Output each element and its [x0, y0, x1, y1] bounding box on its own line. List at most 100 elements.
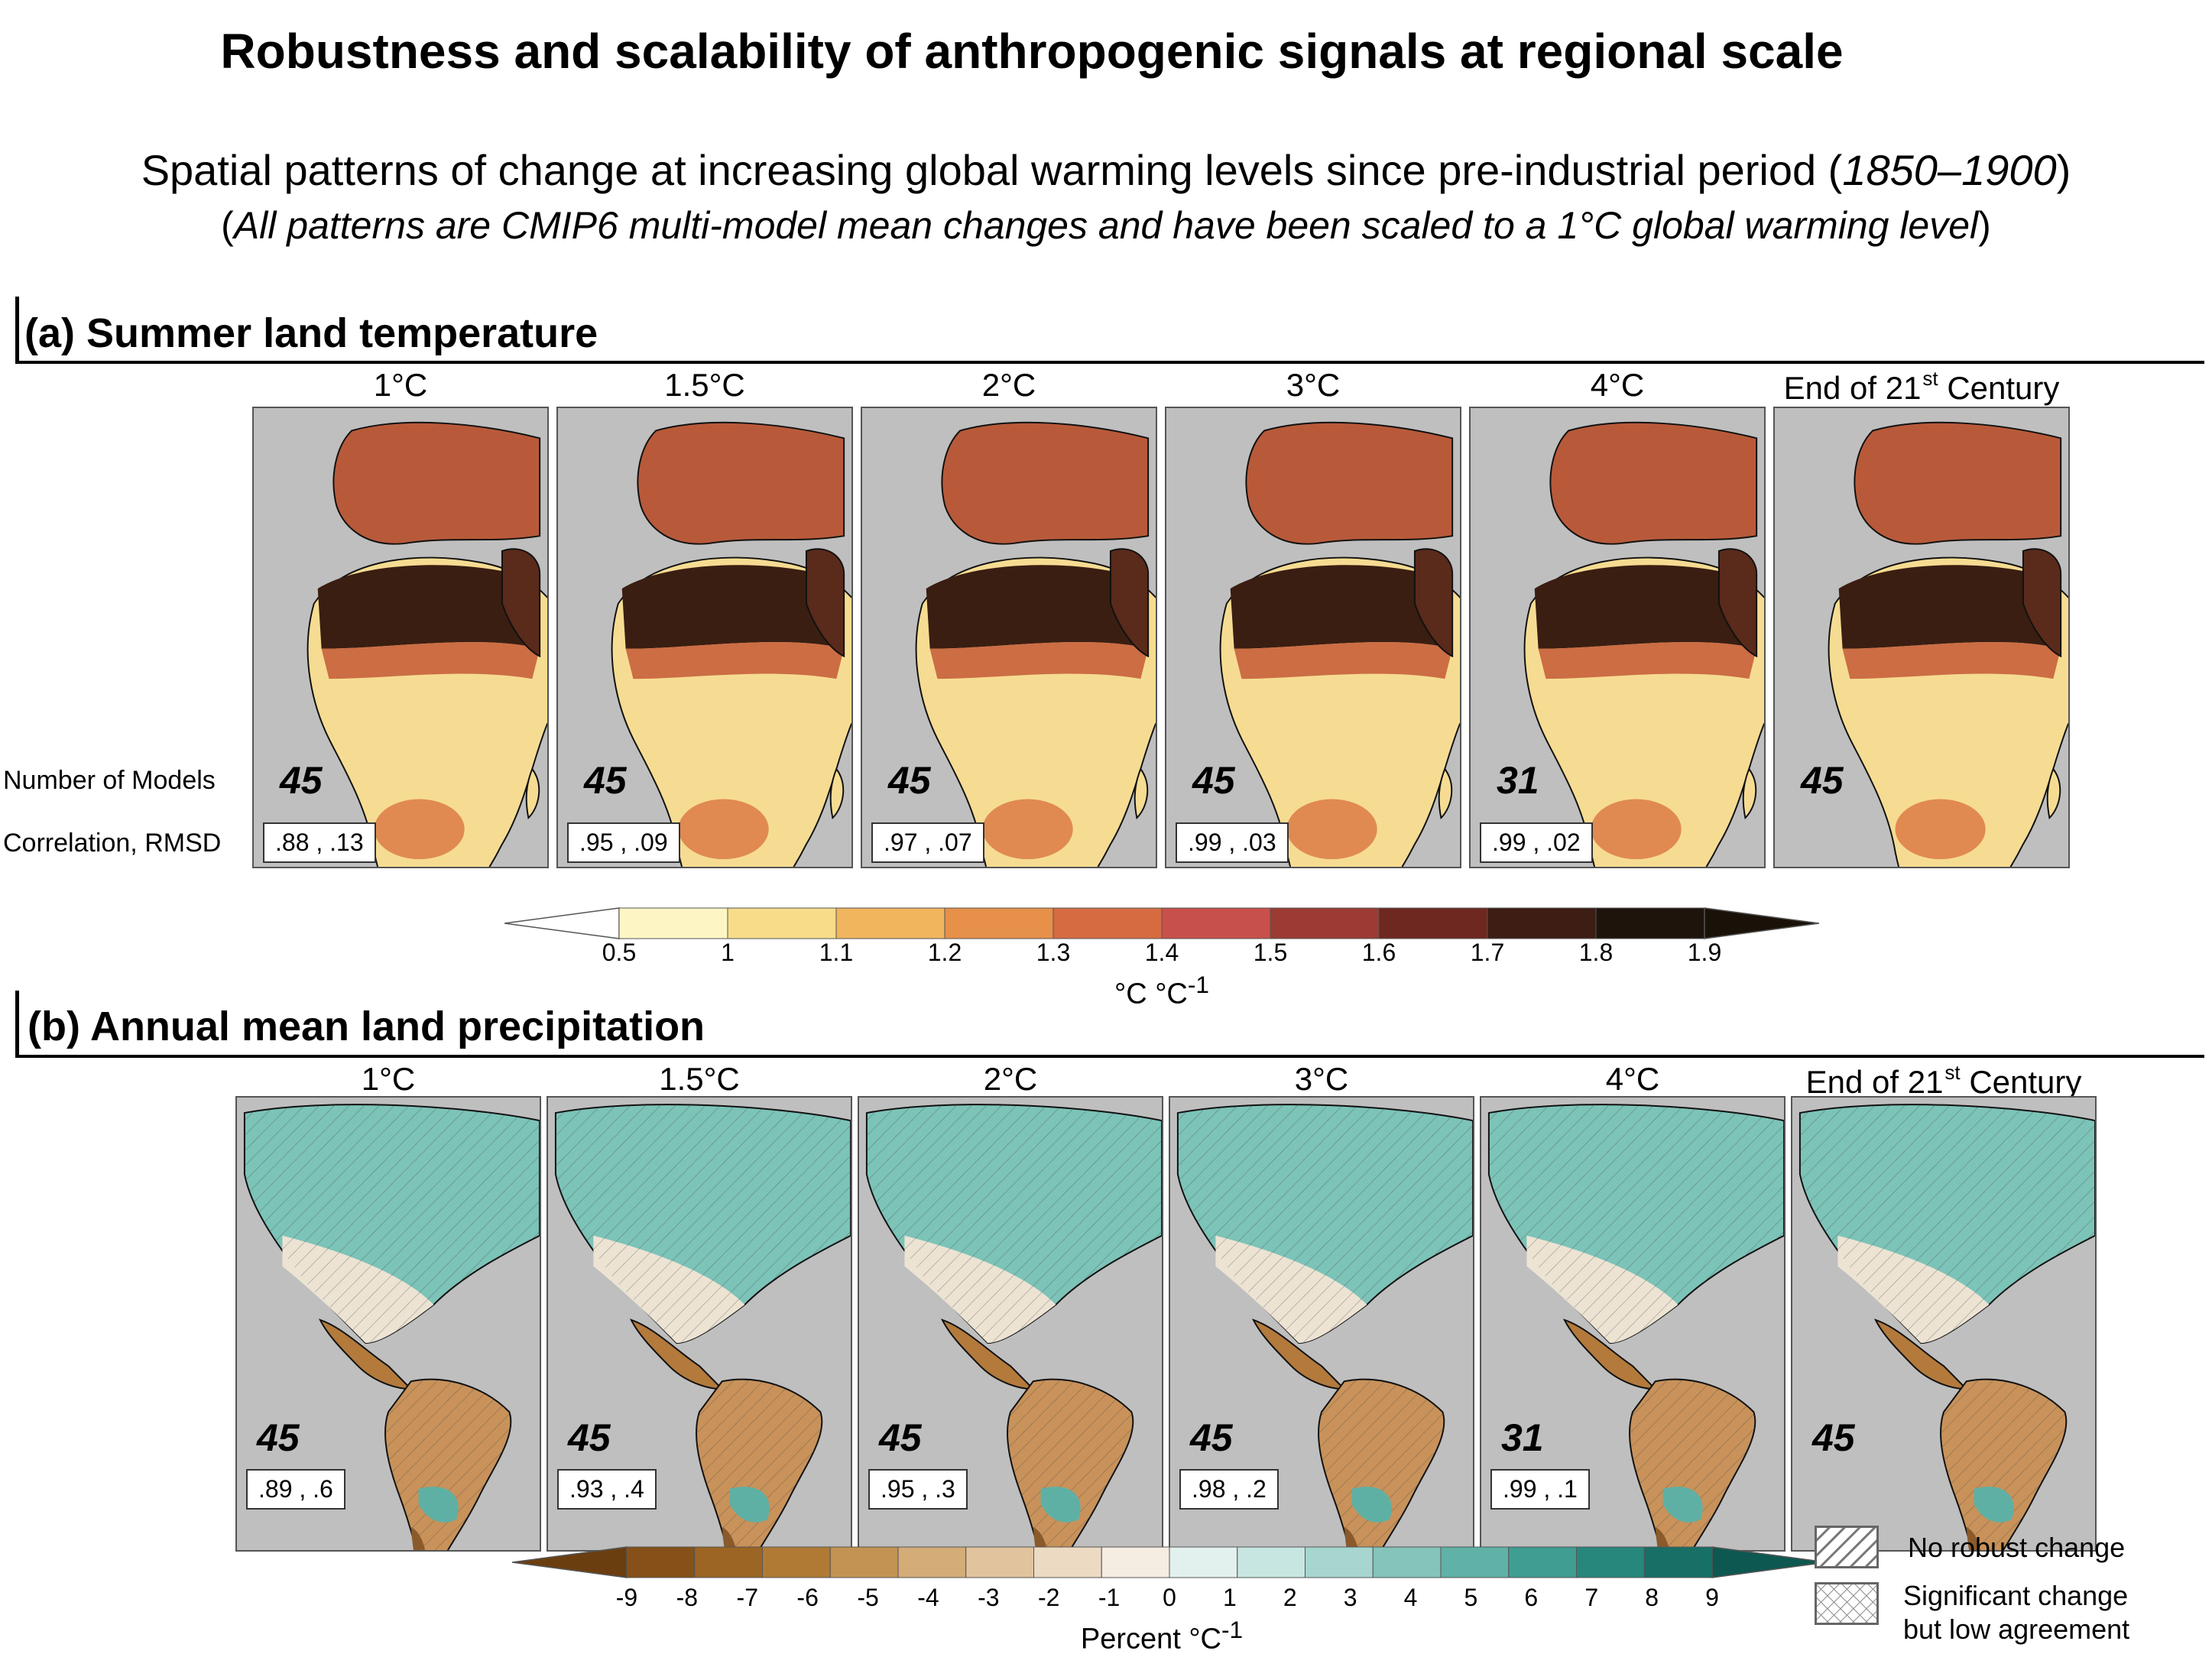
panel-heading-text: End of 21 — [1805, 1064, 1944, 1100]
colorbar-segment — [965, 1546, 1034, 1578]
number-of-models: 45 — [1192, 759, 1235, 802]
colorbar-tick-label: 1 — [721, 939, 735, 966]
correlation-rmsd-box: .95 , .3 — [868, 1469, 968, 1510]
correlation-rmsd-box: .95 , .09 — [567, 822, 680, 863]
colorbar-tick-label: 4 — [1403, 1584, 1418, 1611]
number-of-models: 45 — [1812, 1416, 1855, 1459]
temperature-map — [861, 407, 1157, 868]
section-a-left-bar — [15, 297, 19, 364]
correlation-rmsd-box: .89 , .6 — [246, 1469, 345, 1510]
correlation-rmsd-box: .99 , .03 — [1176, 822, 1289, 863]
correlation-rmsd-box: .93 , .4 — [557, 1469, 657, 1510]
correlation-rmsd-box: .99 , .1 — [1490, 1469, 1590, 1510]
hatch-legend-significant-line1: Significant change — [1903, 1580, 2129, 1611]
colorbar-segment — [1378, 907, 1488, 939]
panel-heading: 1°C — [251, 367, 550, 404]
number-of-models: 45 — [879, 1416, 922, 1459]
colorbar-tick-label: 6 — [1524, 1584, 1539, 1611]
panel-heading: 1.5°C — [550, 1061, 848, 1098]
panel-heading-tail: Century — [1938, 370, 2060, 406]
subtitle-line-2: (All patterns are CMIP6 multi-model mean… — [0, 203, 2212, 248]
colorbar-segment — [1270, 907, 1380, 939]
hatch-legend-no-robust-swatch — [1815, 1526, 1879, 1568]
colorbar-segment — [1576, 1546, 1645, 1578]
colorbar-segment — [1033, 1546, 1102, 1578]
colorbar-b-label: Percent °C-1 — [1024, 1616, 1299, 1656]
colorbar-extend-low — [504, 907, 620, 939]
number-of-models: 45 — [568, 1416, 611, 1459]
number-of-models: 45 — [888, 759, 931, 802]
section-b-title: (b) Annual mean land precipitation — [28, 1004, 705, 1049]
section-a-rule — [15, 361, 2204, 364]
subtitle-line-1: Spatial patterns of change at increasing… — [0, 145, 2212, 195]
colorbar-segment — [1440, 1546, 1510, 1578]
colorbar-tick-label: 1.2 — [927, 939, 962, 966]
correlation-rmsd-box: .88 , .13 — [263, 822, 376, 863]
temperature-map — [556, 407, 853, 868]
colorbar-a-label-text: °C °C — [1114, 978, 1188, 1010]
panel-heading-text: 2°C — [981, 367, 1036, 403]
colorbar-segment — [829, 1546, 899, 1578]
colorbar-tick-label: 8 — [1645, 1584, 1659, 1611]
number-of-models: 45 — [257, 1416, 300, 1459]
colorbar-tick-label: 1.8 — [1578, 939, 1614, 966]
colorbar-tick-label: -1 — [1098, 1584, 1121, 1611]
subtitle-1-period: 1850–1900 — [1842, 146, 2057, 194]
colorbar-segment — [1595, 907, 1705, 939]
colorbar-segment — [1169, 1546, 1238, 1578]
subtitle-2-text: All patterns are CMIP6 multi-model mean … — [233, 204, 1979, 247]
colorbar-segment — [1237, 1546, 1305, 1578]
panel-heading-text: 1°C — [373, 367, 428, 403]
temperature-map — [1773, 407, 2070, 868]
number-of-models: 31 — [1497, 759, 1539, 802]
panel-heading-sup: st — [1922, 367, 1938, 390]
precipitation-map — [858, 1096, 1163, 1552]
colorbar-tick-label: 0.5 — [602, 939, 637, 966]
colorbar-segment — [897, 1546, 967, 1578]
panel-heading: 1.5°C — [556, 367, 854, 404]
row-label-corr: Correlation, RMSD — [3, 829, 222, 858]
subtitle-2-post: ) — [1978, 204, 1991, 247]
colorbar-segment — [762, 1546, 831, 1578]
colorbar-tick-label: -2 — [1037, 1584, 1060, 1611]
panel-heading-text: 3°C — [1286, 367, 1341, 403]
colorbar-tick-label: 9 — [1705, 1584, 1719, 1611]
temperature-map — [252, 407, 549, 868]
section-b-rule — [15, 1055, 2204, 1058]
panel-heading-text: 3°C — [1294, 1061, 1349, 1097]
panel-heading: 2°C — [860, 367, 1158, 404]
colorbar-segment — [1643, 1546, 1713, 1578]
colorbar-tick-label: -7 — [736, 1584, 758, 1611]
colorbar-tick-label: 5 — [1464, 1584, 1478, 1611]
panel-heading: 3°C — [1172, 1061, 1471, 1098]
colorbar-tick-label: 0 — [1163, 1584, 1176, 1611]
colorbar-b — [512, 1546, 1827, 1578]
colorbar-segment — [1305, 1546, 1374, 1578]
colorbar-segment — [1052, 907, 1163, 939]
precipitation-map — [235, 1096, 541, 1552]
colorbar-tick-label: 1.7 — [1470, 939, 1505, 966]
hatch-legend-significant-swatch — [1815, 1582, 1879, 1625]
panel-heading: 3°C — [1164, 367, 1462, 404]
number-of-models: 45 — [584, 759, 627, 802]
colorbar-segment — [835, 907, 945, 939]
precipitation-map — [1169, 1096, 1474, 1552]
number-of-models: 31 — [1501, 1416, 1544, 1459]
colorbar-segment — [1101, 1546, 1170, 1578]
colorbar-a — [504, 907, 1819, 939]
colorbar-tick-label: -3 — [978, 1584, 1000, 1611]
colorbar-tick-label: 1.9 — [1687, 939, 1722, 966]
colorbar-tick-label: 2 — [1283, 1584, 1297, 1611]
colorbar-tick-label: -9 — [615, 1584, 638, 1611]
correlation-rmsd-box: .99 , .02 — [1480, 822, 1593, 863]
colorbar-tick-label: -8 — [676, 1584, 699, 1611]
colorbar-segment — [1508, 1546, 1577, 1578]
panel-heading-text: End of 21 — [1783, 370, 1922, 406]
panel-heading: 1°C — [239, 1061, 537, 1098]
colorbar-segment — [1487, 907, 1597, 939]
panel-heading-text: 4°C — [1590, 367, 1645, 403]
panel-heading-text: 2°C — [983, 1061, 1038, 1097]
colorbar-tick-label: 1.3 — [1036, 939, 1071, 966]
panel-heading-text: 1.5°C — [664, 367, 745, 403]
hatch-legend-significant-label: Significant change but low agreement — [1903, 1579, 2129, 1646]
